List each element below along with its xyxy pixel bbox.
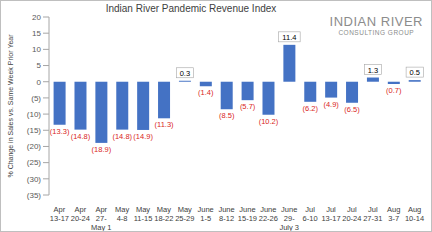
svg-text:May11-15: May11-15 (134, 205, 153, 223)
svg-text:(20): (20) (27, 142, 42, 151)
svg-text:Jul6-10: Jul6-10 (303, 205, 318, 223)
svg-text:Apr13-17: Apr13-17 (50, 205, 69, 223)
svg-text:(8.5): (8.5) (219, 111, 235, 120)
svg-text:Jul20-24: Jul20-24 (342, 205, 361, 223)
svg-text:(14.8): (14.8) (112, 132, 132, 141)
svg-text:(1.4): (1.4) (198, 88, 214, 97)
svg-text:1.3: 1.3 (368, 66, 378, 75)
html-text:Indian River Pandemic Revenue: Indian River Pandemic Revenue Index (105, 3, 277, 14)
svg-text:(0.7): (0.7) (386, 86, 402, 95)
svg-text:(13.3): (13.3) (50, 127, 70, 136)
svg-text:(10.2): (10.2) (259, 117, 279, 126)
svg-text:(5): (5) (31, 94, 41, 103)
svg-text:(4.9): (4.9) (323, 100, 339, 109)
svg-text:Apr20-24: Apr20-24 (71, 205, 90, 223)
svg-text:0: 0 (37, 78, 42, 87)
svg-text:10: 10 (32, 45, 41, 54)
svg-text:5: 5 (37, 61, 42, 70)
svg-text:Aug10-14: Aug10-14 (405, 205, 424, 223)
svg-text:Jul13-17: Jul13-17 (321, 205, 340, 223)
svg-text:(35): (35) (27, 191, 42, 200)
svg-text:11.4: 11.4 (282, 33, 296, 42)
svg-text:June8-12: June8-12 (218, 205, 234, 223)
html-text:CONSULTING GROUP: CONSULTING GROUP (338, 29, 415, 36)
svg-text:June29-July 3: June29-July 3 (279, 205, 299, 231)
html-text:INDIAN RIVER: INDIAN RIVER (329, 14, 423, 29)
svg-text:Aug3-7: Aug3-7 (387, 205, 400, 223)
svg-text:20: 20 (32, 13, 41, 22)
svg-text:15: 15 (32, 29, 41, 38)
svg-text:June15-19: June15-19 (238, 205, 257, 223)
svg-text:% Change in Sales vs. Same Wee: % Change in Sales vs. Same Week Prior Ye… (7, 34, 15, 178)
svg-text:May4-8: May4-8 (115, 205, 129, 223)
svg-text:(6.2): (6.2) (303, 104, 319, 113)
svg-text:(30): (30) (27, 175, 42, 184)
svg-text:(25): (25) (27, 158, 42, 167)
svg-text:Apr27-May 1: Apr27-May 1 (91, 205, 111, 231)
svg-text:(5.7): (5.7) (240, 102, 256, 111)
svg-text:0.3: 0.3 (180, 69, 190, 78)
svg-text:June22-26: June22-26 (259, 205, 278, 223)
svg-text:May25-29: May25-29 (175, 205, 194, 223)
svg-text:(14.9): (14.9) (133, 132, 153, 141)
svg-text:May18-22: May18-22 (154, 205, 173, 223)
svg-text:0.5: 0.5 (409, 68, 419, 77)
svg-text:(10): (10) (27, 110, 42, 119)
svg-text:(18.9): (18.9) (92, 145, 112, 154)
svg-text:Jul27-31: Jul27-31 (363, 205, 382, 223)
svg-text:June1-5: June1-5 (198, 205, 214, 223)
svg-text:(11.3): (11.3) (155, 120, 175, 129)
svg-text:(14.8): (14.8) (71, 132, 91, 141)
svg-text:(15): (15) (27, 126, 42, 135)
svg-text:(6.5): (6.5) (344, 105, 360, 114)
